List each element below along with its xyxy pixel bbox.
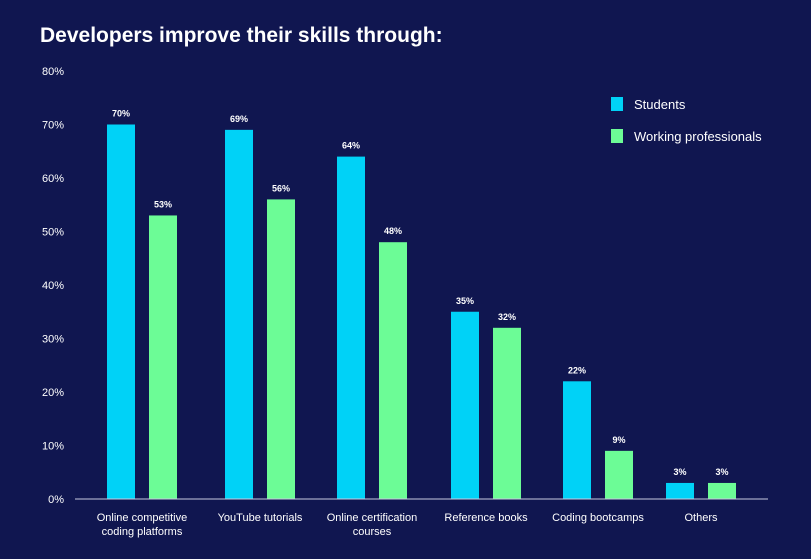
bar-students — [107, 124, 135, 499]
data-label: 32% — [498, 312, 516, 322]
data-label: 35% — [456, 296, 474, 306]
bar-students — [666, 482, 694, 499]
bar-working-professionals — [605, 450, 633, 499]
legend: Students Working professionals — [611, 97, 762, 144]
bar-students — [563, 381, 591, 499]
y-tick-label: 10% — [42, 441, 64, 453]
bar-working-professionals — [708, 482, 736, 499]
data-label: 69% — [230, 114, 248, 124]
y-axis: 0% 10% 20% 30% 40% 50% 60% 70% 80% — [42, 66, 64, 506]
category-label: Others — [684, 512, 718, 524]
data-label: 56% — [272, 183, 290, 193]
bar-working-professionals — [149, 215, 177, 499]
x-axis: Online competitive coding platforms YouTub… — [75, 498, 768, 538]
bar-working-professionals — [379, 242, 407, 499]
legend-label: Working professionals — [634, 129, 762, 144]
y-tick-label: 80% — [42, 66, 64, 78]
bar-students — [451, 311, 479, 499]
bar-students — [337, 156, 365, 499]
chart-title: Developers improve their skills through: — [40, 24, 443, 47]
data-label: 3% — [715, 467, 728, 477]
category-label: Online certification courses — [327, 512, 418, 538]
y-tick-label: 60% — [42, 173, 64, 185]
category-label: Coding bootcamps — [552, 512, 644, 524]
data-label: 22% — [568, 365, 586, 375]
y-tick-label: 40% — [42, 280, 64, 292]
legend-swatch — [611, 129, 623, 143]
y-tick-label: 70% — [42, 120, 64, 132]
data-label: 53% — [154, 199, 172, 209]
data-label: 3% — [673, 467, 686, 477]
data-label: 9% — [612, 435, 625, 445]
bars: 70% 69% 64% 35% 22% 3% 53% 56% 48% 32% 9% 3% — [107, 109, 736, 499]
category-label: Reference books — [444, 512, 528, 524]
category-label: Online competitive coding platforms — [97, 512, 188, 538]
bar-working-professionals — [493, 327, 521, 499]
bar-working-professionals — [267, 199, 295, 499]
category-label: YouTube tutorials — [218, 512, 303, 524]
bar-students — [225, 129, 253, 499]
data-label: 64% — [342, 141, 360, 151]
y-tick-label: 50% — [42, 227, 64, 239]
y-tick-label: 30% — [42, 334, 64, 346]
legend-label: Students — [634, 97, 686, 112]
data-label: 48% — [384, 226, 402, 236]
legend-swatch — [611, 97, 623, 111]
y-tick-label: 0% — [48, 494, 64, 506]
data-label: 70% — [112, 109, 130, 119]
y-tick-label: 20% — [42, 387, 64, 399]
